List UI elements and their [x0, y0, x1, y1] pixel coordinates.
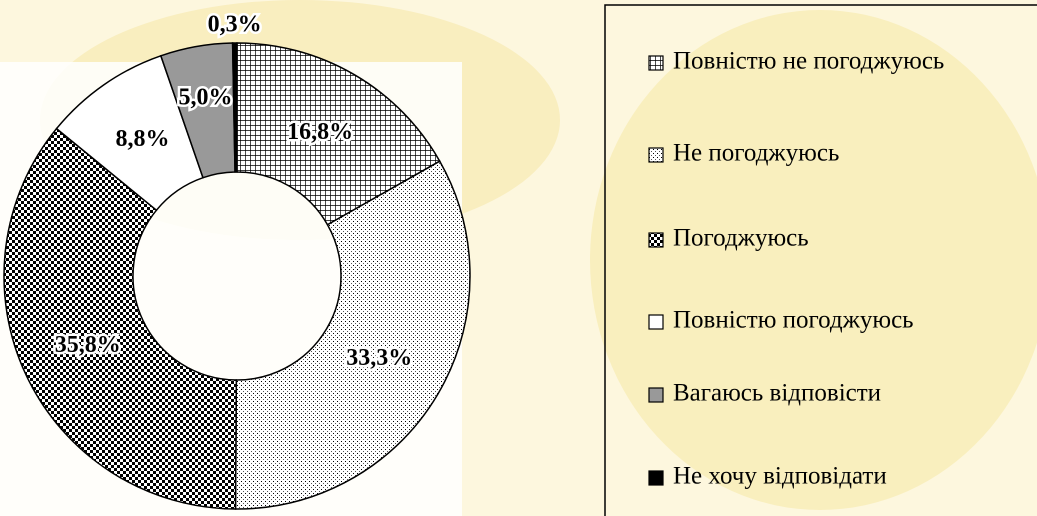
data-label: 16,8% [287, 119, 353, 145]
legend-swatch [649, 56, 663, 70]
legend-label: Вагаюсь відповісти [673, 380, 881, 407]
legend-swatch [649, 388, 663, 402]
legend-label: Повністю погоджуюсь [673, 307, 914, 334]
watermark [590, 10, 1037, 510]
chart: 16,8% 33,3% 35,8% 8,8% 5,0% 0,3% Повністю не … [0, 0, 1037, 516]
data-label: 33,3% [346, 345, 412, 371]
legend-swatch [649, 233, 663, 247]
data-label: 8,8% [116, 126, 170, 152]
legend-swatch [649, 315, 663, 329]
legend-swatch [649, 471, 663, 485]
data-label: 0,3% [208, 12, 262, 38]
legend-label: Погоджуюсь [673, 225, 809, 252]
data-label: 5,0% [178, 84, 232, 110]
data-label: 35,8% [55, 332, 121, 358]
legend-label: Повністю не погоджуюсь [673, 48, 944, 75]
legend-swatch [649, 148, 663, 162]
legend-label: Не хочу відповідати [673, 463, 887, 490]
legend-label: Не погоджуюсь [673, 140, 839, 167]
